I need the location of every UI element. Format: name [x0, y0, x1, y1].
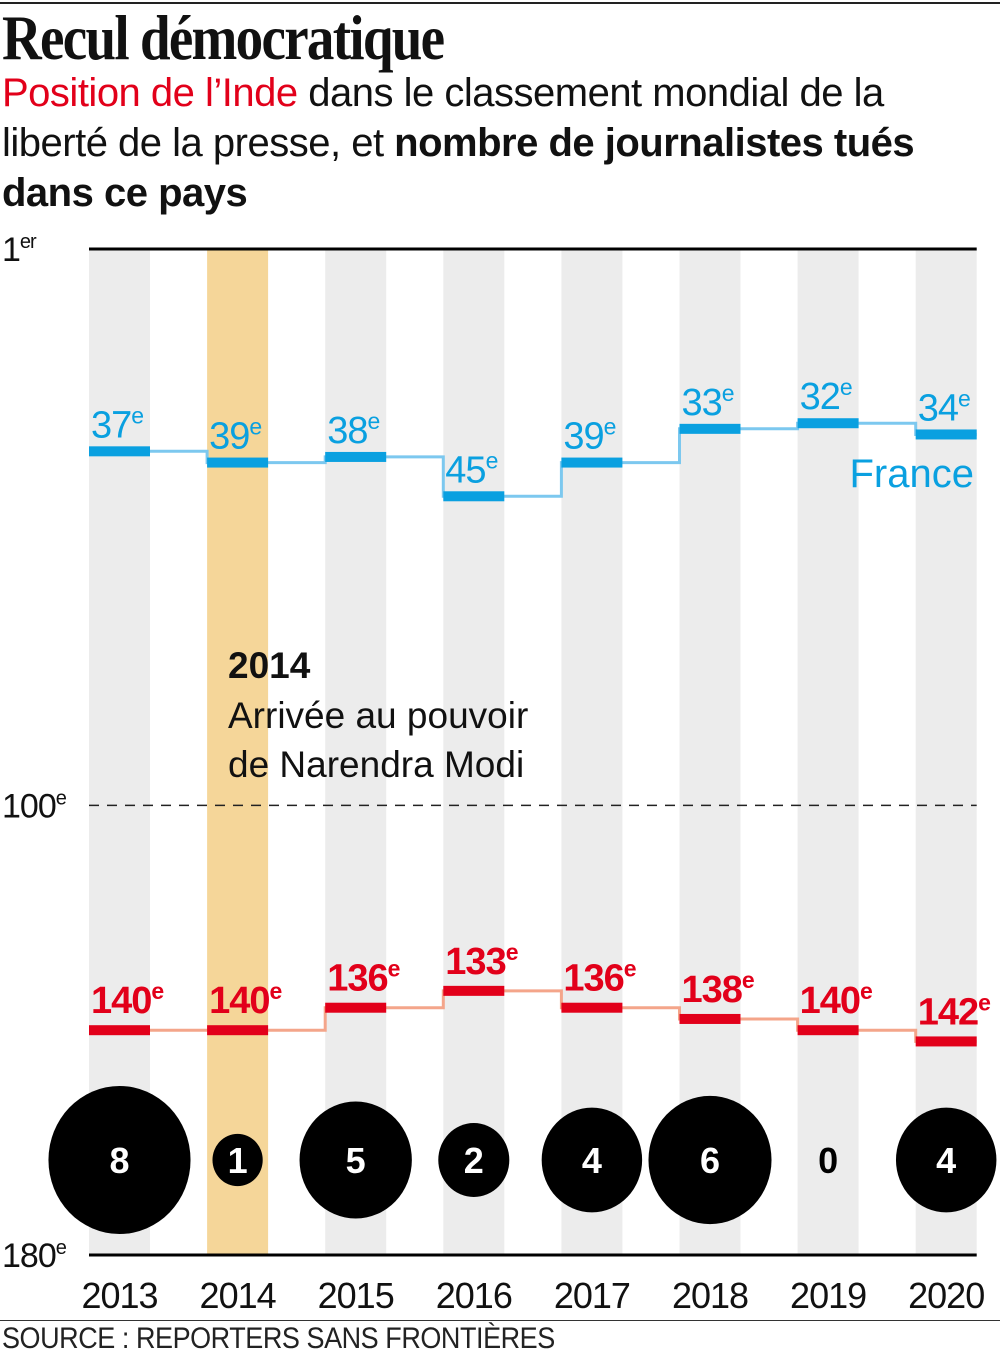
rank-label-2017: 136e [563, 956, 635, 1000]
x-tick-label-2019: 2019 [790, 1275, 866, 1316]
killed-count-2019: 0 [818, 1140, 838, 1181]
killed-count-2013: 8 [109, 1140, 129, 1181]
annotation-line-1: Arrivée au pouvoir [228, 695, 528, 736]
killed-circle-2017 [541, 1107, 643, 1213]
rank-label-2017: 39e [563, 414, 615, 458]
stripe-column-2019 [797, 249, 859, 1255]
y-tick-label-100: 100e [2, 787, 67, 825]
stripe-column-2015 [325, 249, 387, 1255]
subtitle-india-highlight: Position de l’Inde [2, 71, 298, 115]
series-india: 140e 140e 136e 133e 136e 138e 140e 142e [89, 939, 991, 1047]
rank-label-2015: 38e [327, 408, 379, 452]
annotation-year: 2014 [228, 645, 311, 686]
chart-subtitle: Position de l’Inde dans le classement mo… [2, 68, 992, 218]
series-france: 37e 39e 38e 45e 39e 33e 32e 34e France [89, 374, 977, 502]
highlight-column-2014 [207, 249, 269, 1255]
x-tick-label-2018: 2018 [672, 1275, 748, 1316]
rank-marker-2015 [325, 1002, 387, 1013]
x-tick-label-2013: 2013 [81, 1275, 157, 1316]
rank-label-2020: 142e [918, 989, 990, 1033]
rank-marker-2017 [561, 457, 623, 468]
rank-marker-2013 [89, 1025, 150, 1036]
killed-circle-2015 [299, 1101, 412, 1219]
killed-count-2016: 2 [464, 1140, 484, 1181]
killed-circle-2016 [438, 1123, 510, 1197]
killed-count-2017: 4 [582, 1140, 602, 1181]
rank-marker-2019 [797, 1025, 859, 1036]
journalists-killed-circles: 8 1 5 2 4 6 0 4 [48, 1086, 997, 1234]
rank-marker-2017 [561, 1002, 623, 1013]
rank-label-2018: 138e [682, 967, 754, 1011]
rank-label-2015: 136e [327, 956, 399, 1000]
killed-circle-2018 [648, 1095, 772, 1225]
rank-marker-2013 [89, 446, 150, 457]
y-tick-label-180: 180e [2, 1237, 67, 1275]
source-rule [0, 1320, 1000, 1321]
axes: 1er 100e 180e [2, 231, 977, 1275]
x-tick-label-2015: 2015 [318, 1275, 394, 1316]
stripe-column-2018 [679, 249, 741, 1255]
rank-label-2013: 140e [91, 978, 163, 1022]
chart-title: Recul démocratique [2, 2, 445, 73]
rank-label-2013: 37e [91, 402, 143, 446]
killed-count-2014: 1 [228, 1140, 248, 1181]
rank-marker-2018 [679, 423, 741, 434]
killed-count-2018: 6 [700, 1140, 720, 1181]
killed-count-2015: 5 [346, 1140, 366, 1181]
rank-marker-2016 [443, 491, 505, 502]
rank-label-2016: 45e [445, 447, 497, 491]
rank-marker-2014 [207, 1025, 269, 1036]
rank-label-2014: 39e [209, 414, 261, 458]
stripe-column-2020 [915, 249, 977, 1255]
killed-count-2020: 4 [936, 1140, 956, 1181]
rank-label-2016: 133e [445, 939, 517, 983]
rank-marker-2016 [443, 985, 505, 996]
source-note: SOURCE : REPORTERS SANS FRONTIÈRES [2, 1322, 555, 1355]
rank-marker-2015 [325, 451, 387, 462]
rank-label-2020: 34e [918, 385, 970, 429]
x-axis-labels: 2013 2014 2015 2016 2017 2018 2019 2020 [81, 1275, 985, 1316]
rank-marker-2014 [207, 457, 269, 468]
stripe-column-2016 [443, 249, 505, 1255]
stripe-column-2017 [561, 249, 623, 1255]
x-tick-label-2016: 2016 [436, 1275, 512, 1316]
rank-label-2014: 140e [209, 978, 281, 1022]
top-rule [0, 2, 1000, 4]
rank-marker-2020 [915, 1036, 977, 1047]
rank-label-2019: 32e [800, 374, 852, 418]
x-tick-label-2020: 2020 [908, 1275, 984, 1316]
annotation-2014: 2014 Arrivée au pouvoir de Narendra Modi [228, 645, 528, 785]
rank-marker-2019 [797, 418, 859, 429]
killed-circle-2014 [212, 1133, 263, 1187]
killed-circle-2013 [48, 1086, 191, 1234]
column-stripes [89, 249, 977, 1255]
rank-label-2018: 33e [682, 380, 734, 424]
rank-label-2019: 140e [800, 978, 872, 1022]
x-tick-label-2014: 2014 [200, 1275, 276, 1316]
killed-circle-2020 [895, 1107, 997, 1213]
x-tick-label-2017: 2017 [554, 1275, 630, 1316]
series-label-france: France [850, 452, 975, 496]
subtitle-text: dans le classement mondial de la liberté… [2, 71, 884, 165]
rank-marker-2020 [915, 429, 977, 440]
subtitle-bold: nombre de journalistes tués dans ce pays [2, 121, 915, 215]
annotation-line-2: de Narendra Modi [228, 744, 524, 785]
y-tick-label-1: 1er [2, 231, 37, 269]
rank-marker-2018 [679, 1013, 741, 1024]
